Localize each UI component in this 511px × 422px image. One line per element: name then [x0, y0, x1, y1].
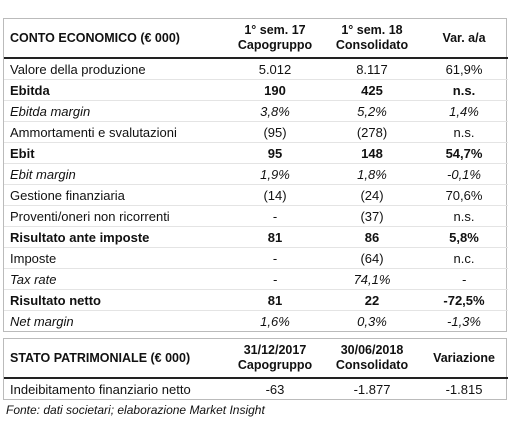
cell: 74,1%	[324, 268, 420, 290]
cell: 22	[324, 289, 420, 311]
header-line: 1° sem. 17	[244, 23, 306, 37]
header-cell: 31/12/2017 Capogruppo	[226, 339, 324, 379]
cell: Indeibitamento finanziario netto	[10, 381, 191, 397]
header-text: STATO PATRIMONIALE (€ 000)	[10, 350, 191, 365]
cell: Risultato ante imposte	[4, 226, 226, 248]
cell: 425	[324, 79, 420, 101]
cell: Ammortamenti e svalutazioni	[4, 121, 226, 143]
header-line: Consolidato	[335, 38, 409, 52]
cell: 81	[226, 289, 324, 311]
cell: -72,5%	[420, 289, 508, 311]
cell: -	[226, 247, 324, 269]
cell: -1.815	[445, 381, 483, 397]
cell: Net margin	[10, 313, 74, 329]
cell: 5,8%	[420, 226, 508, 248]
cell: (64)	[324, 247, 420, 269]
cell: -	[226, 205, 324, 227]
header-text: CONTO ECONOMICO (€ 000)	[10, 30, 180, 45]
cell: Ebit	[4, 142, 226, 164]
cell: n.s.	[420, 121, 508, 143]
cell: 95	[226, 142, 324, 164]
cell: Valore della produzione	[4, 58, 226, 80]
cell: 5,2%	[324, 100, 420, 122]
cell: Ebitda	[4, 79, 226, 101]
balance-table: STATO PATRIMONIALE (€ 000) 31/12/2017 Capo…	[3, 338, 508, 400]
cell: n.c.	[420, 247, 508, 269]
cell: 8.117	[324, 58, 420, 80]
cell: 0,3%	[357, 313, 387, 329]
header-line: 1° sem. 18	[341, 23, 403, 37]
header-line: Capogruppo	[237, 358, 313, 372]
cell: (95)	[226, 121, 324, 143]
table-row: Ammortamenti e svalutazioni (95) (278) n.s.	[4, 121, 508, 143]
table-row: Indeibitamento finanziario netto -63 -1.87…	[4, 378, 508, 399]
cell: Proventi/oneri non ricorrenti	[4, 205, 226, 227]
table-row: Net margin 1,6% 0,3% -1,3%	[4, 311, 508, 332]
cell: Ebitda margin	[4, 100, 226, 122]
cell: Tax rate	[4, 268, 226, 290]
cell: Ebit margin	[4, 163, 226, 185]
header-cell: Var. a/a	[420, 19, 508, 59]
header-cell: 1° sem. 17 Capogruppo	[226, 19, 324, 59]
table-row: Risultato netto 81 22 -72,5%	[4, 289, 508, 311]
header-row: CONTO ECONOMICO (€ 000) 1° sem. 17 Capogru…	[4, 19, 508, 59]
header-line: Capogruppo	[237, 38, 313, 52]
table-row: Valore della produzione 5.012 8.117 61,9%	[4, 58, 508, 80]
cell: 5.012	[226, 58, 324, 80]
table-row: Proventi/oneri non ricorrenti - (37) n.s.	[4, 205, 508, 227]
income-table: CONTO ECONOMICO (€ 000) 1° sem. 17 Capogru…	[3, 18, 508, 332]
cell: -63	[265, 381, 285, 397]
cell: 54,7%	[420, 142, 508, 164]
cell: (278)	[324, 121, 420, 143]
cell: 1,9%	[226, 163, 324, 185]
table-row: Ebitda 190 425 n.s.	[4, 79, 508, 101]
header-cell: 1° sem. 18 Consolidato	[324, 19, 420, 59]
cell: 61,9%	[420, 58, 508, 80]
table-row: Tax rate -74,1% -	[4, 268, 508, 290]
cell: 1,6%	[260, 313, 290, 329]
header-cell: Variazione	[420, 339, 508, 379]
footer-note: Fonte: dati societari; elaborazione Mark…	[6, 403, 265, 417]
cell: (24)	[324, 184, 420, 206]
cell: n.s.	[420, 205, 508, 227]
cell: Imposte	[4, 247, 226, 269]
table-row: Gestione finanziaria (14) (24) 70,6%	[4, 184, 508, 206]
cell: 148	[324, 142, 420, 164]
cell: -1.877	[353, 381, 391, 397]
cell: Gestione finanziaria	[4, 184, 226, 206]
cell: -1,3%	[447, 313, 481, 329]
table-row: Ebit 95 148 54,7%	[4, 142, 508, 164]
cell: 1,4%	[420, 100, 508, 122]
header-cell: STATO PATRIMONIALE (€ 000)	[4, 339, 226, 379]
table-row: Ebit margin 1,9% 1,8% -0,1%	[4, 163, 508, 185]
table-row: Risultato ante imposte 81 86 5,8%	[4, 226, 508, 248]
cell: -	[226, 268, 324, 290]
cell: Risultato netto	[4, 289, 226, 311]
cell: 1,8%	[324, 163, 420, 185]
table-row: Ebitda margin 3,8% 5,2% 1,4%	[4, 100, 508, 122]
cell: -	[420, 268, 508, 290]
cell: 190	[226, 79, 324, 101]
cell: 70,6%	[420, 184, 508, 206]
cell: 81	[226, 226, 324, 248]
cell: -0,1%	[420, 163, 508, 185]
header-line: 30/06/2018	[340, 343, 404, 357]
cell: (37)	[324, 205, 420, 227]
table-row: Imposte - (64) n.c.	[4, 247, 508, 269]
cell: n.s.	[420, 79, 508, 101]
header-text: Var. a/a	[442, 30, 486, 45]
header-cell: 30/06/2018 Consolidato	[324, 339, 420, 379]
cell: (14)	[226, 184, 324, 206]
cell: 86	[324, 226, 420, 248]
header-line: Consolidato	[335, 358, 409, 372]
header-row: STATO PATRIMONIALE (€ 000) 31/12/2017 Capo…	[4, 339, 508, 379]
header-line: 31/12/2017	[243, 343, 307, 357]
cell: 3,8%	[226, 100, 324, 122]
header-cell: CONTO ECONOMICO (€ 000)	[4, 19, 226, 59]
header-text: Variazione	[433, 350, 495, 365]
